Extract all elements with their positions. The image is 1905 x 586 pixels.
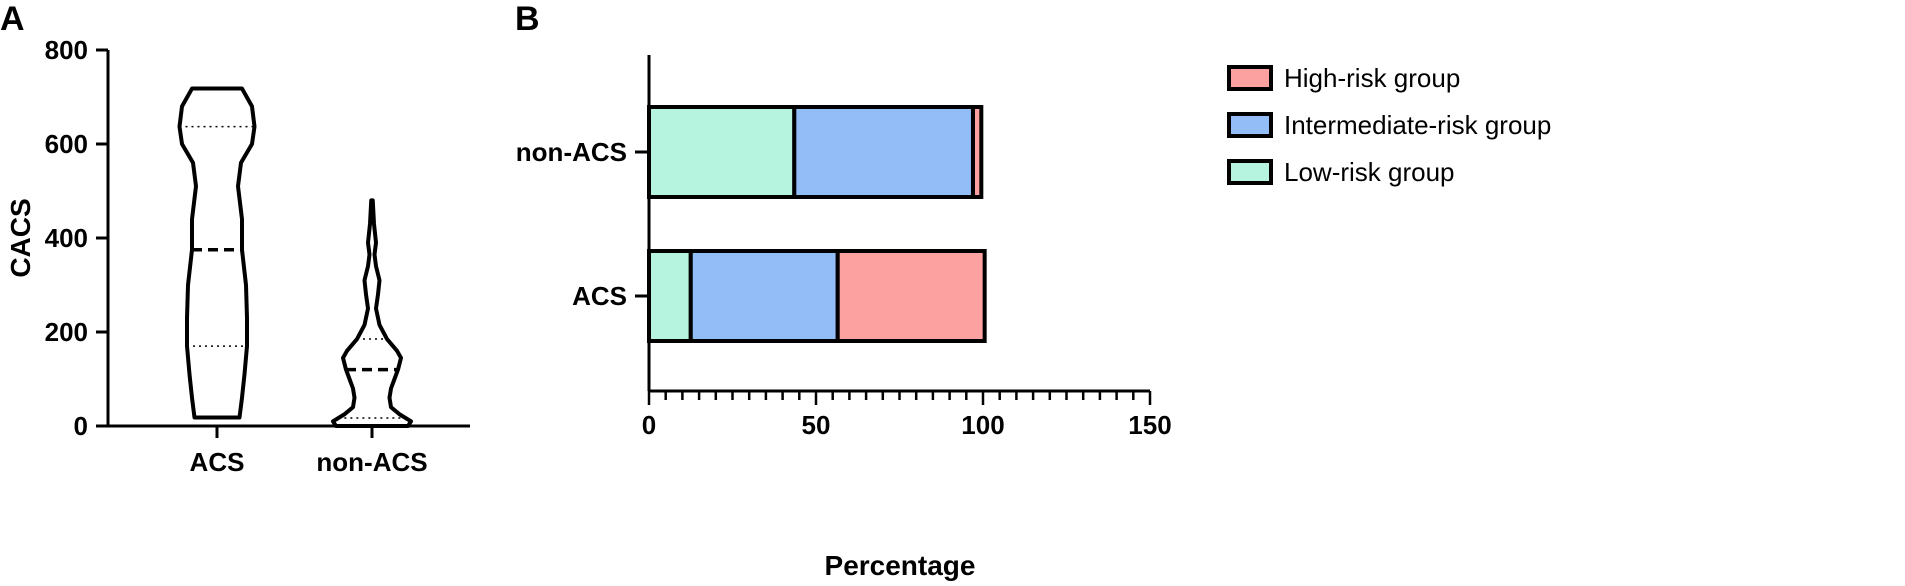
panel-letter-b: B bbox=[515, 0, 540, 38]
x-tick-label: ACS bbox=[190, 447, 245, 477]
y-tick-label: 800 bbox=[45, 35, 88, 65]
y-tick-label: non-ACS bbox=[516, 137, 627, 167]
legend-label: High-risk group bbox=[1284, 63, 1460, 93]
bar-segment-high bbox=[835, 249, 987, 343]
panel-a-violin-plot: A CACS 0 200 400 600 800 ACS non-ACS bbox=[0, 0, 470, 477]
violin-non-ACS bbox=[331, 198, 413, 428]
x-tick-label: 100 bbox=[961, 410, 1004, 440]
y-tick-label: 600 bbox=[45, 129, 88, 159]
bar-plot-area: 0 50 100 150 non-ACS ACS bbox=[516, 55, 1172, 440]
legend-swatch-low bbox=[1227, 159, 1273, 185]
legend-swatch-high bbox=[1227, 65, 1273, 91]
y-tick-label: 0 bbox=[74, 411, 88, 441]
bar-segment-low bbox=[647, 249, 693, 343]
x-tick-label: 0 bbox=[642, 410, 656, 440]
bar-segment-high bbox=[970, 105, 984, 199]
y-tick-label: ACS bbox=[572, 281, 627, 311]
bar-segment-intermediate bbox=[688, 249, 840, 343]
panel-letter-a: A bbox=[0, 0, 25, 38]
x-tick-label: 150 bbox=[1128, 410, 1171, 440]
violin-plot-area: 0 200 400 600 800 ACS non-ACS bbox=[45, 35, 470, 477]
x-tick-label: non-ACS bbox=[316, 447, 427, 477]
y-axis-title: CACS bbox=[5, 198, 36, 277]
bar-segment-low bbox=[647, 105, 797, 199]
legend-swatch-intermediate bbox=[1227, 112, 1273, 138]
violin-ACS bbox=[177, 86, 257, 420]
panel-b-stacked-bar-chart: B 0 50 100 150 non-ACS ACS Percentage High-ri… bbox=[515, 0, 1551, 581]
y-tick-label: 400 bbox=[45, 223, 88, 253]
legend-label: Intermediate-risk group bbox=[1284, 110, 1551, 140]
legend: High-risk group Intermediate-risk group Lo… bbox=[1227, 63, 1551, 187]
bar-segment-intermediate bbox=[792, 105, 975, 199]
y-tick-label: 200 bbox=[45, 317, 88, 347]
x-tick-label: 50 bbox=[802, 410, 831, 440]
legend-label: Low-risk group bbox=[1284, 157, 1455, 187]
x-axis-title: Percentage bbox=[825, 550, 976, 581]
